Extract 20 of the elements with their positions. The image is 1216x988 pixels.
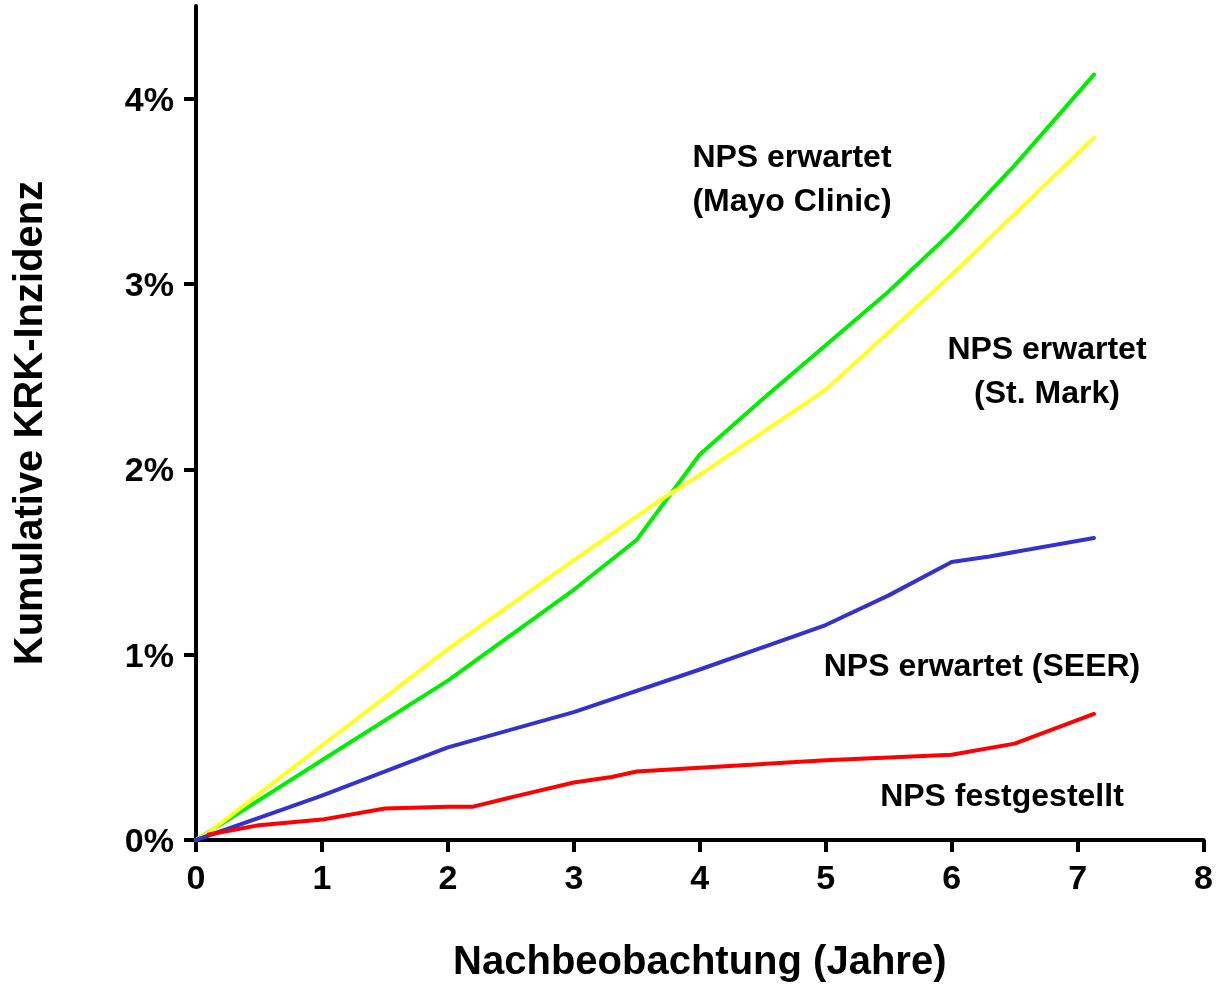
- y-tick-label: 3%: [124, 265, 174, 303]
- x-tick-label: 7: [1068, 858, 1088, 896]
- y-tick-label: 1%: [124, 635, 174, 674]
- series-label: NPS festgestellt: [880, 776, 1125, 813]
- x-axis-title: Nachbeobachtung (Jahre): [453, 938, 947, 982]
- y-tick-label: 0%: [124, 821, 174, 859]
- x-tick-label: 6: [942, 858, 962, 896]
- x-tick-label: 0: [186, 858, 206, 896]
- y-tick-label: 4%: [124, 79, 174, 118]
- y-tick-label: 2%: [124, 450, 174, 489]
- x-tick-label: 1: [312, 858, 332, 896]
- y-axis-title: Kumulative KRK-Inzidenz: [6, 180, 50, 666]
- x-tick-label: 3: [564, 858, 584, 896]
- x-tick-label: 8: [1194, 858, 1214, 896]
- x-tick-label: 4: [690, 858, 710, 896]
- series-label: NPS erwartet (St. Mark): [947, 329, 1147, 410]
- x-tick-label: 5: [816, 858, 836, 896]
- series-label: NPS erwartet (SEER): [823, 646, 1141, 683]
- series-label: NPS erwartet (Mayo Clinic): [692, 137, 892, 218]
- x-tick-label: 2: [438, 858, 458, 896]
